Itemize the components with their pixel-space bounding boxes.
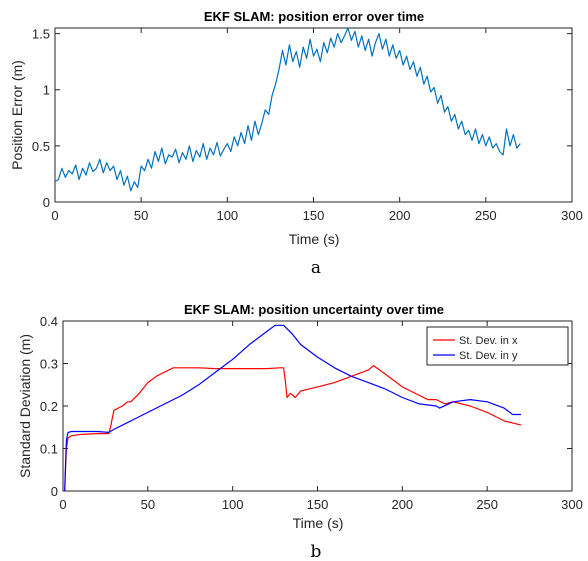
b-y-tick-label: 0.2 [40,399,58,414]
b-y-tick-label: 0.4 [40,314,58,329]
legend-label-y: St. Dev. in y [459,350,518,362]
chart-a: EKF SLAM: position error over time 0 50 10… [9,9,583,247]
chart-b: EKF SLAM: position uncertainty over time… [17,302,583,531]
b-x-tick-label: 50 [141,497,155,512]
a-y-tick-label: 1.5 [32,27,50,42]
chart-b-x-axis-label: Time (s) [293,515,344,531]
caption-b: b [311,542,322,561]
chart-a-x-axis-label: Time (s) [289,231,340,247]
a-x-tick-label: 100 [216,208,238,223]
chart-b-title: EKF SLAM: position uncertainty over time [184,302,444,317]
b-y-tick-label: 0.1 [40,442,58,457]
a-y-tick-label: 0.5 [32,139,50,154]
chart-b-y-axis-label: Standard Deviation (m) [17,334,33,478]
a-x-tick-label: 0 [51,208,58,223]
b-series-line-st-dev-in-x [64,365,522,492]
legend-label-x: St. Dev. in x [459,335,518,347]
a-x-tick-label: 150 [303,208,325,223]
b-x-tick-label: 0 [59,497,66,512]
chart-a-ticks: 0 50 100 150 200 250 300 0 0.5 1 1.5 [32,27,583,223]
a-x-tick-label: 200 [389,208,411,223]
a-series-line-position-error [54,27,521,192]
chart-b-series-layer [64,324,522,492]
chart-b-legend: St. Dev. in x St. Dev. in y [426,326,569,366]
b-y-tick-label: 0.3 [40,357,58,372]
a-y-tick-label: 1 [43,83,50,98]
chart-b-ticks: 0 50 100 150 200 250 300 0 0.1 0.2 0.3 0.4 [40,314,583,512]
chart-a-title: EKF SLAM: position error over time [204,9,424,24]
chart-a-y-axis-label: Position Error (m) [9,60,25,170]
legend-box [426,326,569,366]
b-x-tick-label: 250 [476,497,498,512]
b-y-tick-label: 0 [51,484,58,499]
a-x-tick-label: 300 [561,208,583,223]
b-x-tick-label: 300 [561,497,583,512]
b-series-line-st-dev-in-y [64,324,522,492]
chart-a-plot-area [54,27,573,203]
chart-a-series-layer [54,27,521,192]
a-x-tick-label: 50 [134,208,148,223]
b-x-tick-label: 100 [222,497,244,512]
a-y-tick-label: 0 [43,195,50,210]
b-x-tick-label: 200 [391,497,413,512]
caption-a: a [311,258,321,278]
b-x-tick-label: 150 [307,497,329,512]
a-x-tick-label: 250 [475,208,497,223]
